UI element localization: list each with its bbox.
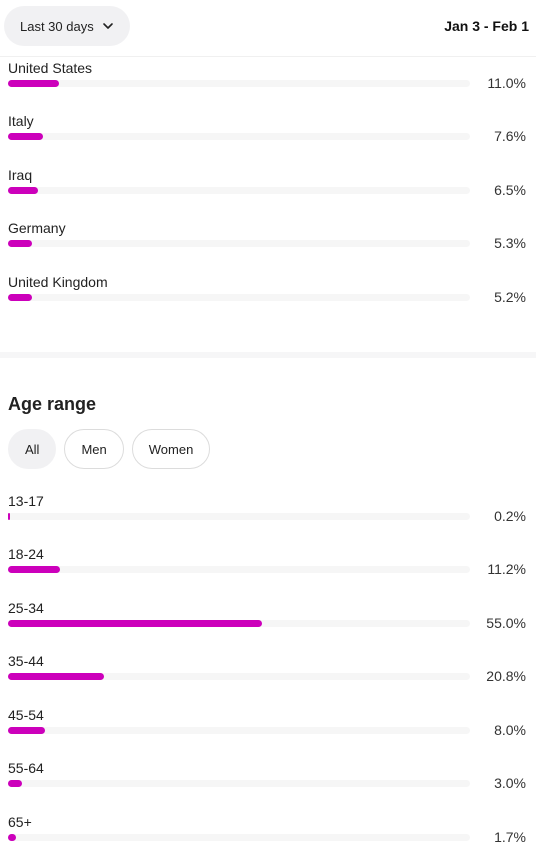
list-item: United Kingdom 5.2% — [8, 274, 528, 314]
bar-track — [8, 566, 470, 573]
percentage-value: 1.7% — [494, 829, 526, 845]
percentage-value: 7.6% — [494, 128, 526, 144]
country-label: Italy — [8, 113, 34, 129]
date-range-dropdown[interactable]: Last 30 days — [4, 6, 130, 46]
percentage-value: 20.8% — [486, 668, 526, 684]
bar-fill — [8, 673, 104, 680]
country-label: United Kingdom — [8, 274, 108, 290]
age-label: 25-34 — [8, 600, 44, 616]
age-label: 45-54 — [8, 707, 44, 723]
date-range-dropdown-label: Last 30 days — [20, 18, 94, 34]
country-label: United States — [8, 60, 93, 76]
list-item: Germany 5.3% — [8, 220, 528, 260]
list-item: 45-54 8.0% — [8, 707, 528, 747]
list-item: 13-17 0.2% — [8, 493, 528, 533]
country-label: Iraq — [8, 167, 33, 183]
age-label: 65+ — [8, 814, 32, 830]
bar-fill — [8, 780, 22, 787]
gender-filter-tabs: All Men Women — [8, 429, 211, 469]
percentage-value: 11.2% — [487, 561, 526, 577]
bar-fill — [8, 727, 45, 734]
list-item: 25-34 55.0% — [8, 600, 528, 640]
bar-fill — [8, 566, 60, 573]
country-label: Germany — [8, 220, 66, 236]
bar-track — [8, 513, 470, 520]
list-item: 55-64 3.0% — [8, 760, 528, 800]
bar-track — [8, 834, 470, 841]
bar-track — [8, 620, 470, 627]
list-item: 65+ 1.7% — [8, 814, 528, 854]
bar-track — [8, 187, 470, 194]
bar-fill — [8, 620, 262, 627]
bar-track — [8, 673, 470, 680]
tab-women[interactable]: Women — [131, 429, 211, 469]
chevron-down-icon — [102, 23, 113, 29]
percentage-value: 5.3% — [494, 235, 526, 251]
age-label: 13-17 — [8, 493, 44, 509]
bar-track — [8, 240, 470, 247]
tab-all[interactable]: All — [8, 429, 57, 469]
percentage-value: 55.0% — [486, 615, 526, 631]
bar-fill — [8, 133, 43, 140]
bar-track — [8, 294, 470, 301]
list-item: Iraq 6.5% — [8, 167, 528, 207]
bar-fill — [8, 294, 32, 301]
percentage-value: 6.5% — [494, 182, 526, 198]
bar-track — [8, 780, 470, 787]
percentage-value: 11.0% — [487, 75, 526, 91]
bar-track — [8, 727, 470, 734]
bar-track — [8, 133, 470, 140]
percentage-value: 5.2% — [494, 289, 526, 305]
age-label: 55-64 — [8, 760, 44, 776]
bar-fill — [8, 240, 32, 247]
age-label: 18-24 — [8, 546, 44, 562]
section-divider — [0, 352, 536, 358]
tab-men[interactable]: Men — [64, 429, 124, 469]
bar-fill — [8, 187, 38, 194]
list-item: 18-24 11.2% — [8, 546, 528, 586]
bar-track — [8, 80, 470, 87]
percentage-value: 3.0% — [494, 775, 526, 791]
list-item: Italy 7.6% — [8, 113, 528, 153]
bar-fill — [8, 80, 59, 87]
percentage-value: 0.2% — [494, 508, 526, 524]
age-label: 35-44 — [8, 653, 44, 669]
bar-fill — [8, 513, 10, 520]
age-range-title: Age range — [8, 394, 97, 414]
list-item: 35-44 20.8% — [8, 653, 528, 693]
bar-fill — [8, 834, 16, 841]
date-range-text: Jan 3 - Feb 1 — [444, 18, 529, 34]
header-bar: Last 30 days Jan 3 - Feb 1 — [0, 0, 536, 57]
list-item: United States 11.0% — [8, 60, 528, 100]
percentage-value: 8.0% — [494, 722, 526, 738]
